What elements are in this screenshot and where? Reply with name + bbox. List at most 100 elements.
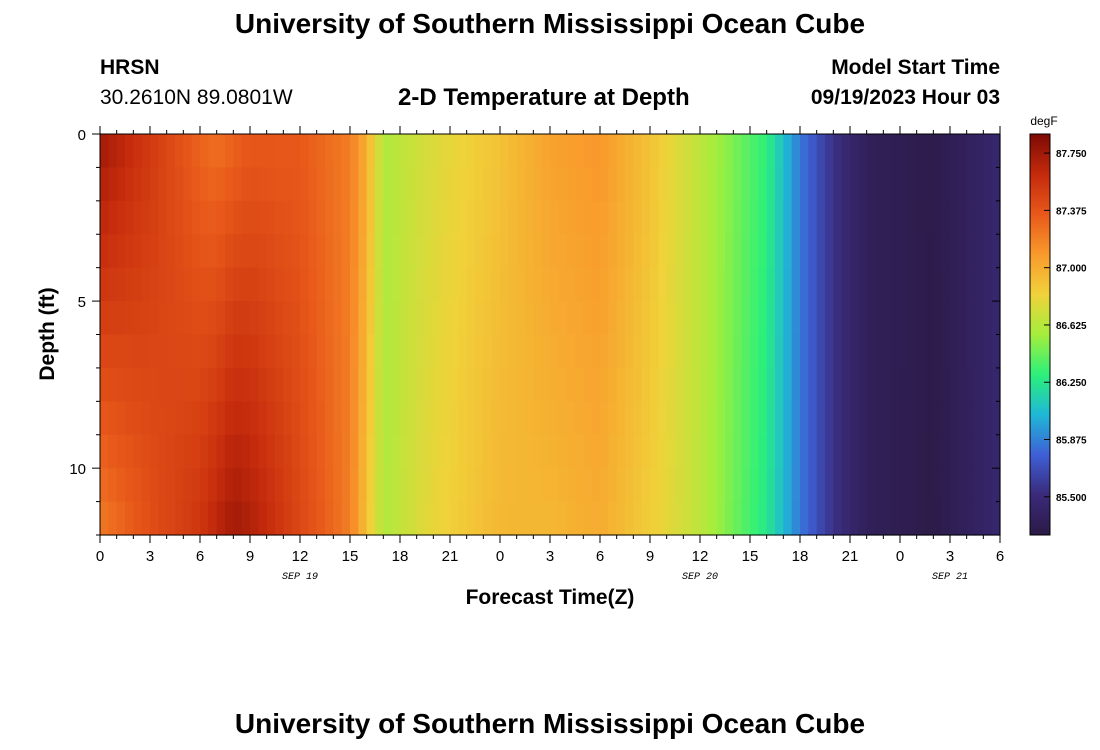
heatmap-cell — [733, 501, 743, 536]
heatmap-cell — [966, 367, 976, 402]
heatmap-cell — [316, 301, 326, 336]
heatmap-cell — [775, 468, 784, 503]
heatmap-cell — [358, 468, 368, 503]
heatmap-cell — [191, 367, 201, 402]
heatmap-cell — [400, 501, 409, 536]
heatmap-cell — [600, 501, 609, 536]
heatmap-cell — [650, 401, 659, 436]
heatmap-cell — [500, 301, 509, 336]
heatmap-cell — [891, 134, 901, 169]
heatmap-cell — [358, 234, 368, 269]
heatmap-cell — [841, 234, 851, 269]
heatmap-cell — [833, 134, 843, 169]
heatmap-cell — [166, 200, 176, 235]
heatmap-cell — [575, 367, 584, 402]
heatmap-cell — [391, 267, 401, 302]
heatmap-cell — [708, 434, 718, 469]
heatmap-cell — [933, 134, 943, 169]
heatmap-cell — [183, 501, 193, 536]
heatmap-cell — [466, 334, 476, 369]
heatmap-cell — [116, 167, 126, 202]
heatmap-cell — [366, 200, 376, 235]
heatmap-cell — [483, 200, 493, 235]
heatmap-cell — [116, 468, 126, 503]
heatmap-cell — [708, 167, 718, 202]
heatmap-cell — [233, 468, 243, 503]
heatmap-cell — [900, 434, 909, 469]
heatmap-cell — [725, 334, 734, 369]
heatmap-cell — [925, 134, 934, 169]
heatmap-cell — [666, 301, 676, 336]
heatmap-cell — [875, 200, 884, 235]
heatmap-cell — [966, 501, 976, 536]
heatmap-cell — [458, 468, 468, 503]
heatmap-cell — [725, 401, 734, 436]
heatmap-cell — [916, 134, 926, 169]
heatmap-cell — [941, 301, 951, 336]
heatmap-cell — [791, 434, 801, 469]
heatmap-cell — [183, 167, 193, 202]
heatmap-cell — [558, 434, 568, 469]
heatmap-cell — [841, 267, 851, 302]
heatmap-cell — [575, 234, 584, 269]
heatmap-cell — [258, 167, 268, 202]
heatmap-cell — [908, 200, 918, 235]
heatmap-cell — [616, 200, 626, 235]
heatmap-cell — [491, 468, 501, 503]
heatmap-cell — [691, 434, 701, 469]
heatmap-cell — [475, 200, 484, 235]
heatmap-cell — [808, 401, 818, 436]
heatmap-cell — [991, 367, 1001, 402]
heatmap-cell — [400, 468, 409, 503]
heatmap-cell — [550, 134, 559, 169]
heatmap-cell — [783, 134, 793, 169]
heatmap-cell — [233, 501, 243, 536]
heatmap-cell — [900, 267, 909, 302]
heatmap-cell — [325, 134, 334, 169]
heatmap-cell — [316, 501, 326, 536]
heatmap-cell — [750, 334, 759, 369]
heatmap-cell — [975, 401, 984, 436]
heatmap-cell — [700, 401, 709, 436]
heatmap-cell — [250, 234, 259, 269]
heatmap-cell — [133, 401, 143, 436]
heatmap-cell — [925, 367, 934, 402]
heatmap-cell — [825, 501, 834, 536]
heatmap-cell — [733, 234, 743, 269]
heatmap-cell — [841, 434, 851, 469]
heatmap-cell — [408, 267, 418, 302]
heatmap-cell — [500, 468, 509, 503]
heatmap-cell — [175, 134, 184, 169]
heatmap-cell — [391, 334, 401, 369]
heatmap-cell — [558, 134, 568, 169]
heatmap-cell — [475, 301, 484, 336]
heatmap-cell — [291, 167, 301, 202]
heatmap-cell — [266, 334, 276, 369]
heatmap-cell — [883, 134, 893, 169]
heatmap-cell — [366, 234, 376, 269]
heatmap-cell — [416, 267, 426, 302]
heatmap-cell — [275, 367, 284, 402]
heatmap-cell — [308, 468, 318, 503]
heatmap-cell — [466, 401, 476, 436]
colorbar-tick-label: 87.375 — [1056, 206, 1087, 217]
heatmap-cell — [466, 200, 476, 235]
heatmap-cell — [275, 434, 284, 469]
heatmap-cell — [408, 301, 418, 336]
heatmap-cell — [133, 367, 143, 402]
heatmap-cell — [783, 501, 793, 536]
heatmap-cell — [433, 367, 443, 402]
heatmap-cell — [650, 301, 659, 336]
heatmap-cell — [775, 167, 784, 202]
heatmap-cell — [341, 134, 351, 169]
heatmap-cell — [383, 134, 393, 169]
heatmap-cell — [200, 468, 209, 503]
heatmap-cell — [408, 134, 418, 169]
heatmap-cell — [141, 367, 151, 402]
heatmap-cell — [625, 367, 634, 402]
heatmap-cell — [775, 134, 784, 169]
heatmap-cell — [858, 367, 868, 402]
heatmap-cell — [525, 334, 534, 369]
heatmap-cell — [891, 200, 901, 235]
heatmap-cell — [816, 434, 826, 469]
